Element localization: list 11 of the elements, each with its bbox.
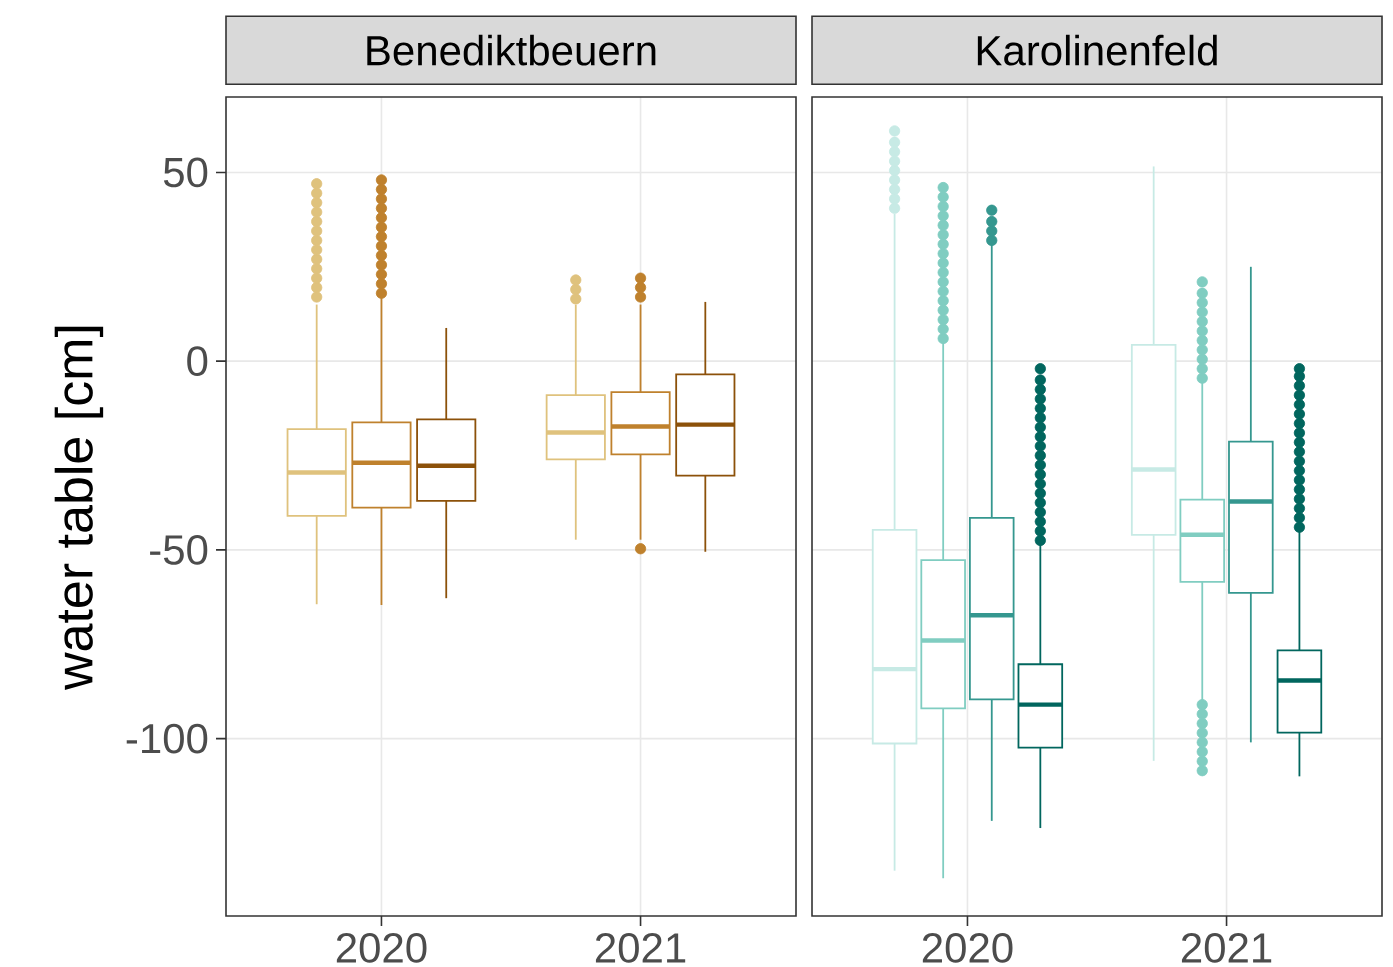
x-tick-label: 2021 [1181,933,1272,963]
x-tick-label: 2020 [336,933,427,963]
y-tick-label: 0 [187,346,208,377]
y-axis-title: water table [cm] [54,326,104,691]
y-tick-label: 50 [163,157,208,188]
y-tick-label: -50 [150,535,208,565]
x-tick-label: 2020 [922,933,1013,963]
chart-title: Benediktbeuern [367,34,656,66]
chart-title: Karolinenfeld [977,34,1217,66]
y-tick-label: -100 [126,723,208,754]
x-tick-label: 2021 [595,933,686,963]
